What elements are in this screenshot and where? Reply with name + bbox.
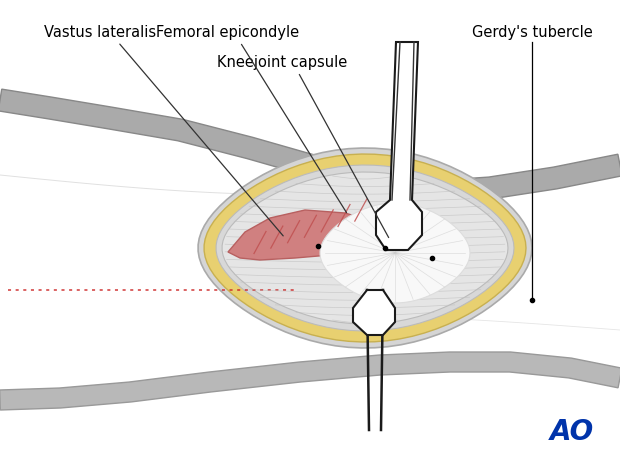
Polygon shape: [228, 210, 380, 260]
Text: Gerdy's tubercle: Gerdy's tubercle: [472, 25, 592, 40]
Polygon shape: [216, 165, 514, 331]
Text: Femoral epicondyle: Femoral epicondyle: [156, 25, 299, 40]
Polygon shape: [222, 172, 508, 324]
Polygon shape: [198, 148, 532, 348]
Text: Kneejoint capsule: Kneejoint capsule: [217, 55, 347, 70]
Polygon shape: [353, 290, 395, 335]
Polygon shape: [0, 352, 620, 410]
Polygon shape: [204, 154, 526, 342]
Text: Vastus lateralis: Vastus lateralis: [44, 25, 156, 40]
Text: AO: AO: [550, 418, 594, 446]
Polygon shape: [376, 42, 422, 250]
Polygon shape: [320, 203, 470, 303]
Polygon shape: [0, 89, 620, 203]
